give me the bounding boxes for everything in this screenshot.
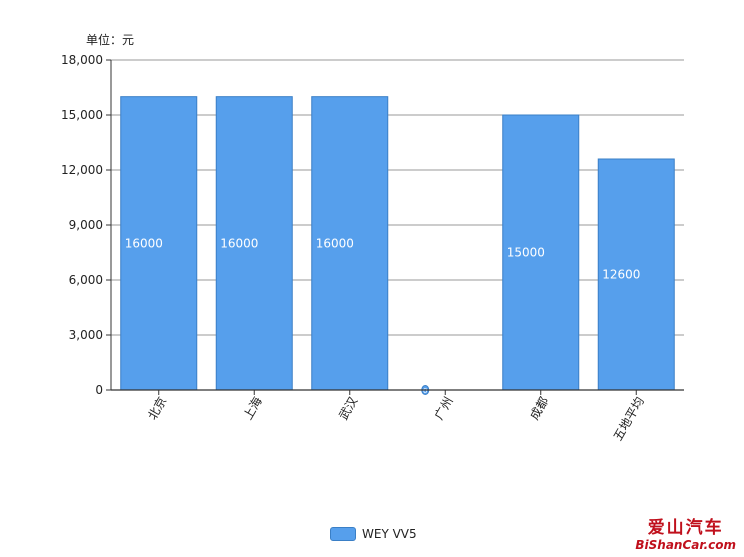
data-label: 16000	[125, 236, 163, 250]
bar	[311, 96, 389, 391]
unit-label: 单位：元	[86, 33, 135, 47]
watermark-logo: 爱山汽车 BiShanCar.com	[635, 518, 736, 552]
x-category-label: 北京	[145, 395, 169, 423]
bar	[502, 114, 580, 391]
data-label: 16000	[220, 236, 258, 250]
watermark-cn: 爱山汽车	[647, 518, 724, 538]
x-category-label: 武汉	[336, 395, 360, 423]
x-category-label: 上海	[240, 394, 265, 422]
y-tick-label: 15,000	[61, 108, 103, 122]
data-label: 12600	[602, 268, 640, 282]
y-tick-label: 0	[95, 383, 103, 397]
y-tick-label: 3,000	[69, 328, 103, 342]
data-label: 15000	[507, 246, 545, 260]
y-tick-label: 6,000	[69, 273, 103, 287]
x-category-label: 五地平均	[611, 395, 647, 444]
legend[interactable]: WEY VV5	[330, 527, 417, 541]
x-category-label: 成都	[527, 395, 551, 423]
data-label: 0	[423, 387, 427, 395]
data-label: 16000	[316, 236, 354, 250]
bar	[597, 158, 675, 391]
y-tick-label: 9,000	[69, 218, 103, 232]
legend-swatch	[330, 527, 356, 541]
x-category-label: 广州	[432, 395, 456, 423]
legend-label: WEY VV5	[362, 527, 417, 541]
watermark-en: BiShanCar.com	[635, 538, 736, 552]
bar	[120, 96, 198, 391]
y-tick-label: 12,000	[61, 163, 103, 177]
y-tick-label: 18,000	[61, 53, 103, 67]
